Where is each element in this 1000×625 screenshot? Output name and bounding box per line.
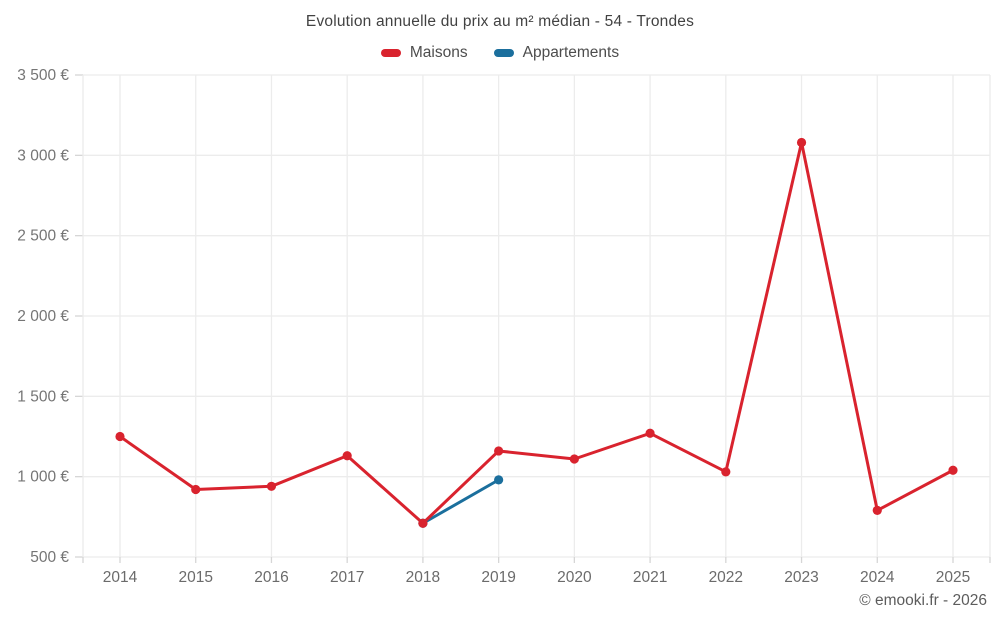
data-point-maisons-2020[interactable] xyxy=(569,454,579,464)
x-axis-label: 2022 xyxy=(709,569,743,586)
appartements-swatch xyxy=(493,49,514,57)
x-axis-label: 2019 xyxy=(481,569,515,586)
y-axis-label: 500 € xyxy=(30,549,69,566)
chart-title: Evolution annuelle du prix au m² médian … xyxy=(305,13,695,30)
x-axis-label: 2023 xyxy=(784,569,818,586)
legend-item-appartements[interactable]: Appartements xyxy=(493,44,620,62)
x-axis-label: 2016 xyxy=(254,569,288,586)
x-axis-label: 2018 xyxy=(406,569,440,586)
y-axis-label: 1 000 € xyxy=(17,469,69,486)
data-point-appartements-2019[interactable] xyxy=(494,475,504,485)
y-axis-label: 2 000 € xyxy=(17,308,69,325)
x-axis-label: 2017 xyxy=(330,569,364,586)
x-axis-label: 2025 xyxy=(936,569,970,586)
x-axis-label: 2014 xyxy=(103,569,138,586)
data-point-maisons-2021[interactable] xyxy=(645,428,655,438)
y-axis-label: 1 500 € xyxy=(17,388,69,405)
series-line-appartements xyxy=(421,478,501,525)
series-line-maisons xyxy=(118,140,955,525)
data-point-maisons-2015[interactable] xyxy=(191,484,201,495)
y-axis-label: 3 500 € xyxy=(17,67,69,84)
x-axis-label: 2015 xyxy=(178,569,212,586)
data-point-maisons-2023[interactable] xyxy=(796,137,807,148)
legend-item-maisons[interactable]: Maisons xyxy=(380,44,468,62)
x-axis-label: 2021 xyxy=(633,569,667,586)
legend-label-maisons: Maisons xyxy=(409,44,468,61)
y-axis-label: 3 000 € xyxy=(17,147,69,164)
legend: Maisons Appartements xyxy=(0,44,1000,62)
attribution: © emooki.fr - 2026 xyxy=(859,592,987,609)
data-point-maisons-2016[interactable] xyxy=(266,481,277,491)
x-axis-label: 2020 xyxy=(557,569,592,586)
data-point-maisons-2017[interactable] xyxy=(342,451,352,461)
data-point-maisons-2014[interactable] xyxy=(115,431,125,442)
y-axis-label: 2 500 € xyxy=(17,228,69,245)
data-point-maisons-2024[interactable] xyxy=(872,505,882,516)
data-point-maisons-2025[interactable] xyxy=(948,465,958,475)
data-point-maisons-2018[interactable] xyxy=(418,518,428,528)
data-point-maisons-2022[interactable] xyxy=(721,467,731,477)
data-point-maisons-2019[interactable] xyxy=(494,446,504,456)
x-axis-label: 2024 xyxy=(860,569,895,586)
legend-label-appartements: Appartements xyxy=(522,44,620,61)
maisons-swatch xyxy=(380,49,401,57)
